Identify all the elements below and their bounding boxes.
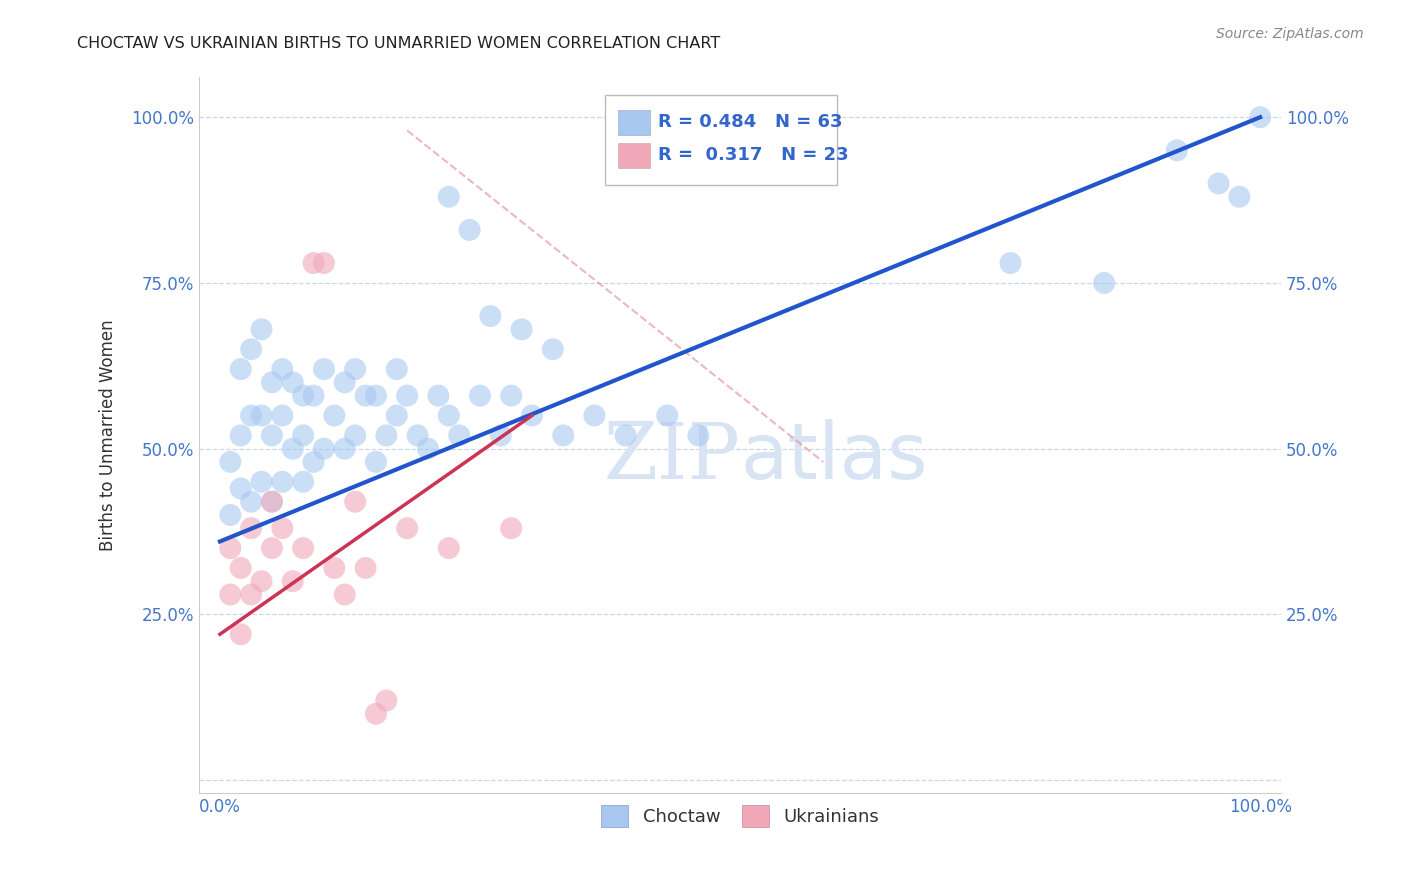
Point bbox=[302, 256, 325, 270]
Point bbox=[250, 574, 273, 589]
Point bbox=[458, 223, 481, 237]
Text: CHOCTAW VS UKRAINIAN BIRTHS TO UNMARRIED WOMEN CORRELATION CHART: CHOCTAW VS UKRAINIAN BIRTHS TO UNMARRIED… bbox=[77, 36, 721, 51]
Point bbox=[657, 409, 679, 423]
Point bbox=[501, 389, 523, 403]
Point bbox=[449, 428, 471, 442]
Point bbox=[281, 376, 304, 390]
Text: atlas: atlas bbox=[740, 419, 928, 495]
Point bbox=[281, 574, 304, 589]
Point bbox=[344, 428, 367, 442]
Point bbox=[1249, 110, 1271, 124]
Point bbox=[292, 428, 315, 442]
FancyBboxPatch shape bbox=[617, 110, 650, 136]
Point bbox=[312, 362, 335, 376]
Point bbox=[271, 409, 294, 423]
Point bbox=[364, 389, 387, 403]
Point bbox=[229, 627, 252, 641]
Point bbox=[437, 190, 460, 204]
Point bbox=[396, 389, 419, 403]
Text: R = 0.484   N = 63: R = 0.484 N = 63 bbox=[658, 112, 842, 131]
Point bbox=[1166, 144, 1188, 158]
Point bbox=[219, 541, 242, 555]
Point bbox=[479, 309, 502, 323]
Point bbox=[583, 409, 606, 423]
Point bbox=[292, 475, 315, 489]
Point bbox=[240, 343, 263, 357]
Point bbox=[688, 428, 710, 442]
Point bbox=[510, 322, 533, 336]
Point bbox=[406, 428, 429, 442]
Point bbox=[354, 389, 377, 403]
Point bbox=[553, 428, 575, 442]
Point bbox=[437, 541, 460, 555]
Point bbox=[281, 442, 304, 456]
Point bbox=[250, 475, 273, 489]
Point bbox=[260, 376, 283, 390]
Point bbox=[250, 322, 273, 336]
Point bbox=[219, 508, 242, 522]
Point bbox=[260, 541, 283, 555]
Text: ZIP: ZIP bbox=[603, 419, 740, 495]
Point bbox=[437, 409, 460, 423]
Y-axis label: Births to Unmarried Women: Births to Unmarried Women bbox=[100, 319, 117, 551]
Point bbox=[489, 428, 512, 442]
Point bbox=[385, 409, 408, 423]
Point bbox=[260, 494, 283, 508]
Point bbox=[292, 389, 315, 403]
Point bbox=[260, 428, 283, 442]
Point bbox=[396, 521, 419, 535]
Point bbox=[219, 455, 242, 469]
Point bbox=[520, 409, 543, 423]
Point bbox=[333, 442, 356, 456]
Point bbox=[375, 428, 398, 442]
Point bbox=[240, 494, 263, 508]
Point bbox=[333, 587, 356, 601]
Point bbox=[614, 428, 637, 442]
Point bbox=[1092, 276, 1115, 290]
Point bbox=[219, 587, 242, 601]
Point bbox=[229, 482, 252, 496]
Point bbox=[468, 389, 491, 403]
Point bbox=[1208, 177, 1230, 191]
Point bbox=[344, 362, 367, 376]
Point bbox=[271, 521, 294, 535]
FancyBboxPatch shape bbox=[617, 143, 650, 169]
Point bbox=[302, 455, 325, 469]
Point bbox=[271, 362, 294, 376]
Text: R =  0.317   N = 23: R = 0.317 N = 23 bbox=[658, 145, 848, 164]
Point bbox=[416, 442, 439, 456]
Point bbox=[1227, 190, 1250, 204]
Point bbox=[229, 428, 252, 442]
Point bbox=[240, 587, 263, 601]
Point bbox=[354, 561, 377, 575]
Point bbox=[271, 475, 294, 489]
Point bbox=[375, 693, 398, 707]
Point bbox=[250, 409, 273, 423]
Point bbox=[323, 561, 346, 575]
Point bbox=[364, 706, 387, 721]
Point bbox=[385, 362, 408, 376]
Point bbox=[541, 343, 564, 357]
Point bbox=[229, 561, 252, 575]
Point bbox=[312, 442, 335, 456]
Point bbox=[323, 409, 346, 423]
Point bbox=[292, 541, 315, 555]
Point bbox=[260, 494, 283, 508]
Point bbox=[302, 389, 325, 403]
Point bbox=[240, 409, 263, 423]
Point bbox=[240, 521, 263, 535]
Point bbox=[427, 389, 450, 403]
FancyBboxPatch shape bbox=[605, 95, 838, 185]
Point bbox=[501, 521, 523, 535]
Point bbox=[333, 376, 356, 390]
Point bbox=[229, 362, 252, 376]
Point bbox=[364, 455, 387, 469]
Point bbox=[312, 256, 335, 270]
Point bbox=[344, 494, 367, 508]
Point bbox=[1000, 256, 1022, 270]
Text: Source: ZipAtlas.com: Source: ZipAtlas.com bbox=[1216, 27, 1364, 41]
Legend: Choctaw, Ukrainians: Choctaw, Ukrainians bbox=[593, 798, 886, 834]
